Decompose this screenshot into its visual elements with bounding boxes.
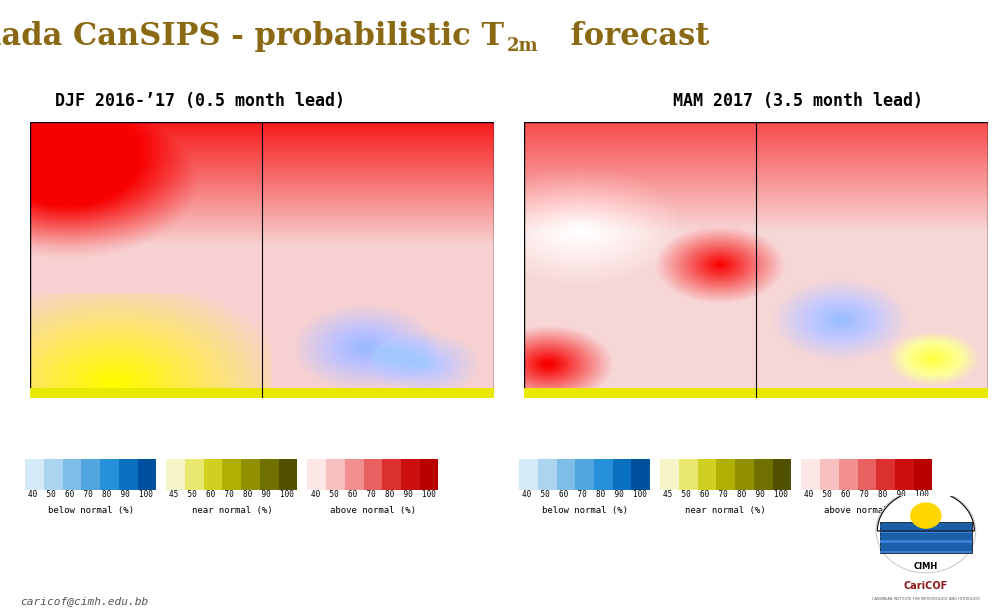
Bar [556,459,576,490]
Bar [278,459,297,490]
Text: CARIBBEAN INSTITUTE FOR METEOROLOGY AND HYDROLOGY: CARIBBEAN INSTITUTE FOR METEOROLOGY AND … [872,597,980,601]
Text: CariCOF: CariCOF [904,581,948,591]
Text: 40  50  60  70  80  90  100: 40 50 60 70 80 90 100 [28,490,153,499]
Bar [519,459,538,490]
Bar [880,540,972,543]
Bar [594,459,613,490]
Text: near normal (%): near normal (%) [192,506,272,515]
Bar [419,459,438,490]
Bar [119,459,137,490]
Bar [223,459,241,490]
Bar [166,459,185,490]
Bar [880,531,972,532]
Bar [880,525,972,528]
Bar [82,459,100,490]
Bar [241,459,260,490]
Bar [62,459,82,490]
Bar [772,459,791,490]
Text: above normal (%): above normal (%) [824,506,910,515]
Text: 45  50  60  70  80  90  100: 45 50 60 70 80 90 100 [169,490,294,499]
Bar [880,536,972,538]
Bar [524,388,988,398]
Text: 40  50  60  70  80  90  100: 40 50 60 70 80 90 100 [804,490,929,499]
Text: DJF 2016-’17 (0.5 month lead): DJF 2016-’17 (0.5 month lead) [55,92,345,110]
Bar [137,459,156,490]
Bar [345,459,364,490]
Bar [679,459,698,490]
Bar [100,459,119,490]
Bar [401,459,419,490]
Text: caricof@cimh.edu.bb: caricof@cimh.edu.bb [20,596,148,606]
Text: MAM 2017 (3.5 month lead): MAM 2017 (3.5 month lead) [673,92,923,110]
Bar [913,459,932,490]
Circle shape [876,489,976,573]
Bar [895,459,913,490]
Bar [260,459,278,490]
Bar [880,551,972,553]
Bar [44,459,62,490]
Bar [204,459,223,490]
Bar [25,459,44,490]
Bar [735,459,754,490]
Text: 45  50  60  70  80  90  100: 45 50 60 70 80 90 100 [663,490,788,499]
Text: 40  50  60  70  80  90  100: 40 50 60 70 80 90 100 [522,490,647,499]
Bar [717,459,735,490]
Bar [821,459,839,490]
Text: below normal (%): below normal (%) [47,506,134,515]
Bar [613,459,631,490]
Circle shape [910,502,941,529]
Bar [631,459,650,490]
Text: CIMH: CIMH [913,562,938,571]
Text: above normal (%): above normal (%) [330,506,416,515]
Bar [876,459,895,490]
Bar [327,459,345,490]
Bar [880,522,972,553]
Bar [880,545,972,548]
Bar [858,459,876,490]
Text: near normal (%): near normal (%) [685,506,766,515]
Bar [185,459,204,490]
Text: forecast: forecast [560,21,710,52]
Bar [698,459,717,490]
Bar [364,459,382,490]
Bar [576,459,594,490]
Text: Environment Canada CanSIPS - probabilistic T: Environment Canada CanSIPS - probabilist… [0,21,504,52]
Text: 2m: 2m [507,37,538,54]
Bar [754,459,772,490]
Bar [307,459,327,490]
Bar [801,459,821,490]
Bar [839,459,858,490]
Text: below normal (%): below normal (%) [541,506,628,515]
Bar [382,459,401,490]
Bar [538,459,556,490]
Bar [660,459,679,490]
Text: 40  50  60  70  80  90  100: 40 50 60 70 80 90 100 [310,490,435,499]
Bar [30,388,494,398]
